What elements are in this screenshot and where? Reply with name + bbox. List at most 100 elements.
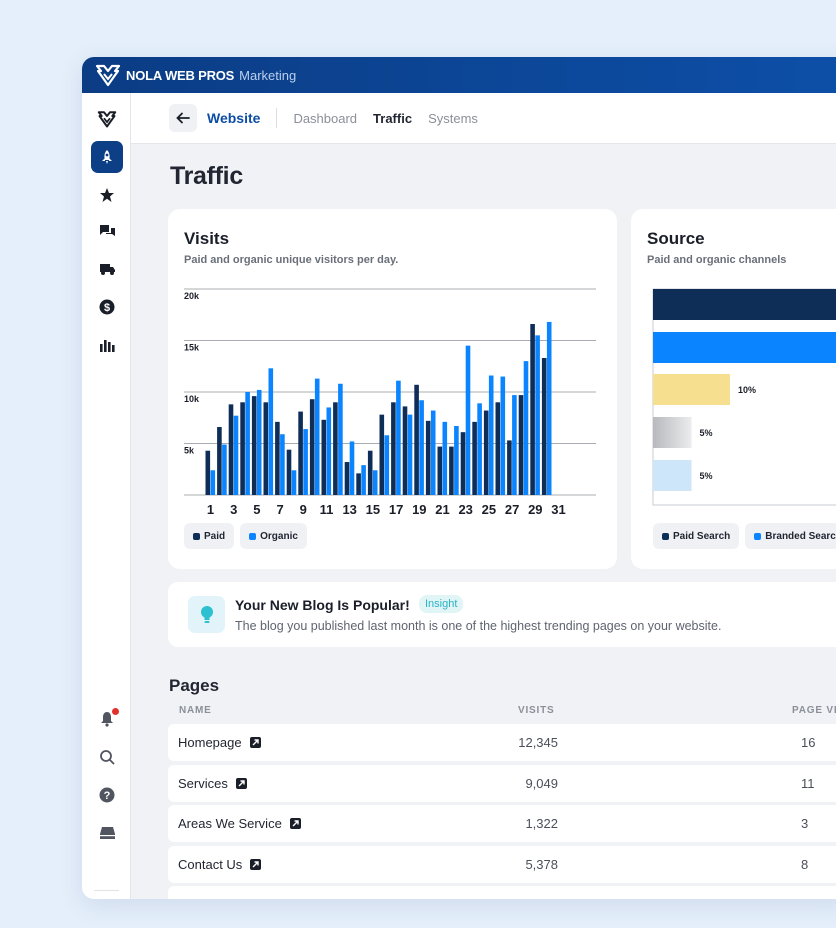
bar-organic-20[interactable]	[430, 410, 436, 495]
bar-paid-28[interactable]	[518, 395, 524, 495]
bar-paid-6[interactable]	[263, 402, 269, 495]
source-bar-2[interactable]	[653, 332, 836, 363]
bar-organic-15[interactable]	[372, 470, 378, 495]
bar-paid-7[interactable]	[275, 421, 280, 495]
bar-organic-9[interactable]	[303, 429, 308, 495]
bar-paid-14[interactable]	[356, 473, 361, 495]
bar-paid-27[interactable]	[507, 440, 512, 495]
legend-organic[interactable]: Organic	[240, 523, 307, 549]
bar-organic-24[interactable]	[477, 403, 482, 495]
bar-paid-21[interactable]	[437, 446, 443, 495]
bell-icon[interactable]	[91, 703, 123, 735]
insight-banner[interactable]: Your New Blog Is Popular! Insight The bl…	[168, 582, 836, 647]
bar-paid-30[interactable]	[541, 358, 547, 495]
logo-icon[interactable]	[94, 61, 122, 89]
bar-organic-12[interactable]	[338, 383, 343, 495]
bar-organic-11[interactable]	[326, 407, 332, 495]
column-header-name[interactable]: NAME	[179, 705, 212, 716]
source-bar-5[interactable]	[653, 460, 692, 491]
bar-paid-3[interactable]	[228, 404, 234, 495]
chat-icon[interactable]	[91, 215, 123, 247]
bar-paid-9[interactable]	[298, 411, 303, 495]
source-bar-3[interactable]	[653, 374, 730, 405]
source-bar-1[interactable]	[653, 289, 836, 320]
column-header-page-views[interactable]: PAGE VI	[792, 705, 836, 716]
source-bar-4[interactable]	[653, 417, 692, 448]
bar-organic-17[interactable]	[396, 380, 401, 495]
bar-organic-14[interactable]	[361, 465, 366, 495]
table-row[interactable]: Services 9,049 11	[168, 765, 836, 802]
truck-icon[interactable]	[91, 253, 123, 285]
bar-organic-28[interactable]	[523, 361, 529, 495]
bar-organic-22[interactable]	[454, 425, 459, 495]
bar-paid-25[interactable]	[483, 410, 489, 495]
tab-dashboard[interactable]: Dashboard	[293, 110, 358, 126]
bar-organic-23[interactable]	[465, 345, 471, 495]
bar-organic-1[interactable]	[210, 470, 216, 495]
bar-paid-11[interactable]	[321, 419, 327, 495]
star-icon[interactable]	[91, 179, 123, 211]
table-row[interactable]: Contact Us 5,378 8	[168, 846, 836, 883]
bar-organic-26[interactable]	[500, 376, 506, 495]
tab-systems[interactable]: Systems	[428, 110, 478, 126]
breadcrumb-website[interactable]: Website	[207, 110, 261, 126]
legend-branded-search[interactable]: Branded Search	[745, 523, 836, 549]
column-header-visits[interactable]: VISITS	[518, 705, 555, 716]
tab-traffic[interactable]: Traffic	[373, 110, 413, 126]
bar-paid-17[interactable]	[391, 402, 396, 495]
bar-paid-16[interactable]	[379, 414, 385, 495]
inbox-icon[interactable]	[91, 817, 123, 849]
bar-organic-25[interactable]	[488, 375, 494, 495]
bar-organic-13[interactable]	[349, 441, 355, 495]
external-link-icon[interactable]	[249, 737, 261, 748]
bar-paid-15[interactable]	[367, 450, 373, 495]
bar-organic-16[interactable]	[384, 435, 390, 495]
back-button[interactable]	[169, 104, 197, 132]
bar-paid-1[interactable]	[205, 450, 211, 495]
table-row[interactable]: Areas We Service 1,322 3	[168, 805, 836, 842]
bar-organic-10[interactable]	[314, 378, 320, 495]
external-link-icon[interactable]	[235, 778, 247, 789]
bar-organic-2[interactable]	[222, 444, 227, 495]
bar-chart-icon[interactable]	[91, 329, 123, 361]
bar-organic-8[interactable]	[291, 470, 297, 495]
dollar-icon[interactable]: $	[91, 291, 123, 323]
bar-organic-19[interactable]	[419, 400, 424, 495]
bar-paid-19[interactable]	[414, 384, 419, 495]
legend-paid-search[interactable]: Paid Search	[653, 523, 740, 549]
bar-organic-18[interactable]	[407, 414, 413, 495]
bar-paid-26[interactable]	[495, 402, 501, 495]
bar-paid-4[interactable]	[240, 402, 245, 495]
bar-paid-5[interactable]	[251, 396, 257, 495]
legend-paid[interactable]: Paid	[184, 523, 235, 549]
external-link-icon[interactable]	[250, 859, 262, 870]
bar-paid-22[interactable]	[449, 446, 454, 495]
bar-organic-7[interactable]	[280, 434, 285, 495]
bar-paid-2[interactable]	[217, 427, 222, 495]
bar-paid-10[interactable]	[309, 399, 315, 495]
search-icon[interactable]	[91, 741, 123, 773]
external-link-icon[interactable]	[289, 818, 301, 829]
bar-organic-30[interactable]	[546, 321, 552, 495]
rocket-icon[interactable]	[91, 141, 123, 173]
bar-organic-4[interactable]	[245, 392, 250, 495]
bar-paid-12[interactable]	[333, 402, 338, 495]
bar-paid-18[interactable]	[402, 406, 408, 495]
help-icon[interactable]: ?	[91, 779, 123, 811]
table-row[interactable]	[168, 886, 836, 899]
bar-paid-13[interactable]	[344, 462, 350, 495]
bar-organic-5[interactable]	[256, 389, 262, 495]
table-row[interactable]: Homepage 12,345 16	[168, 724, 836, 761]
bar-organic-3[interactable]	[233, 415, 239, 495]
bar-organic-6[interactable]	[268, 368, 274, 495]
bar-paid-23[interactable]	[460, 432, 466, 495]
bar-paid-24[interactable]	[472, 421, 477, 495]
sidebar-logo-icon[interactable]	[91, 103, 123, 135]
bar-paid-8[interactable]	[286, 449, 292, 495]
bar-paid-20[interactable]	[425, 420, 431, 495]
bar-organic-21[interactable]	[442, 421, 448, 495]
bar-organic-29[interactable]	[535, 335, 540, 495]
gear-icon[interactable]	[91, 897, 123, 899]
bar-organic-27[interactable]	[512, 395, 517, 495]
bar-paid-29[interactable]	[530, 324, 535, 495]
